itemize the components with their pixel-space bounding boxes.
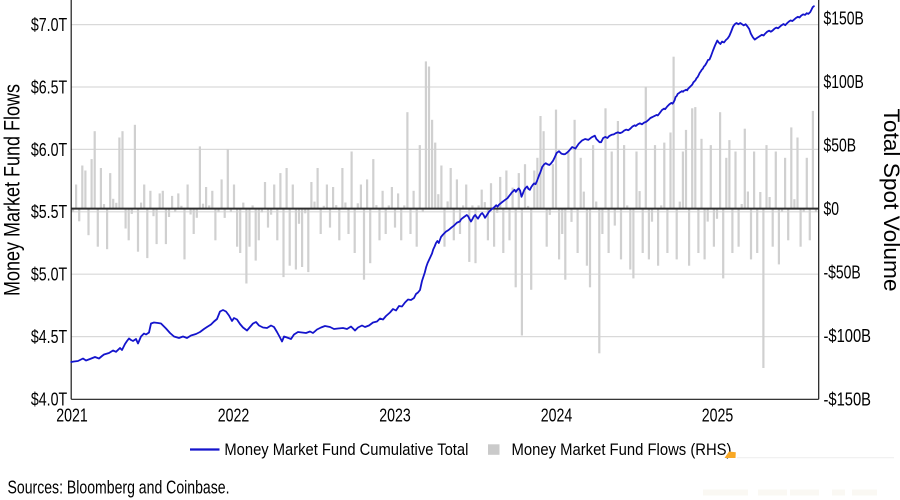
svg-text:2025: 2025	[702, 405, 734, 426]
svg-text:2023: 2023	[379, 405, 411, 426]
svg-text:$100B: $100B	[824, 72, 864, 92]
svg-text:Money Market Fund Cumulative T: Money Market Fund Cumulative Total	[224, 440, 468, 459]
svg-text:Total Spot Volume: Total Spot Volume	[879, 109, 900, 292]
svg-text:$5.5T: $5.5T	[31, 202, 67, 222]
svg-text:Money Market Fund Flows: Money Market Fund Flows	[0, 84, 25, 296]
svg-text:Money Market Fund Flows (RHS): Money Market Fund Flows (RHS)	[512, 440, 732, 459]
svg-text:$150B: $150B	[824, 9, 864, 29]
svg-text:$6.0T: $6.0T	[31, 140, 67, 160]
svg-text:-$100B: -$100B	[824, 326, 872, 346]
svg-text:$4.5T: $4.5T	[31, 327, 67, 347]
svg-text:-$150B: -$150B	[824, 389, 872, 409]
svg-text:Sources: Bloomberg and Coinbas: Sources: Bloomberg and Coinbase.	[8, 477, 230, 497]
svg-text:-$50B: -$50B	[824, 263, 861, 283]
svg-text:$0: $0	[824, 199, 840, 219]
svg-text:$50B: $50B	[824, 136, 857, 156]
svg-text:2021: 2021	[56, 405, 88, 426]
svg-text:$6.5T: $6.5T	[31, 77, 67, 97]
svg-text:$7.0T: $7.0T	[31, 15, 67, 35]
svg-text:2024: 2024	[541, 405, 573, 426]
svg-text:$4.0T: $4.0T	[31, 389, 67, 409]
svg-text:2022: 2022	[218, 405, 250, 426]
svg-text:$5.0T: $5.0T	[31, 265, 67, 285]
